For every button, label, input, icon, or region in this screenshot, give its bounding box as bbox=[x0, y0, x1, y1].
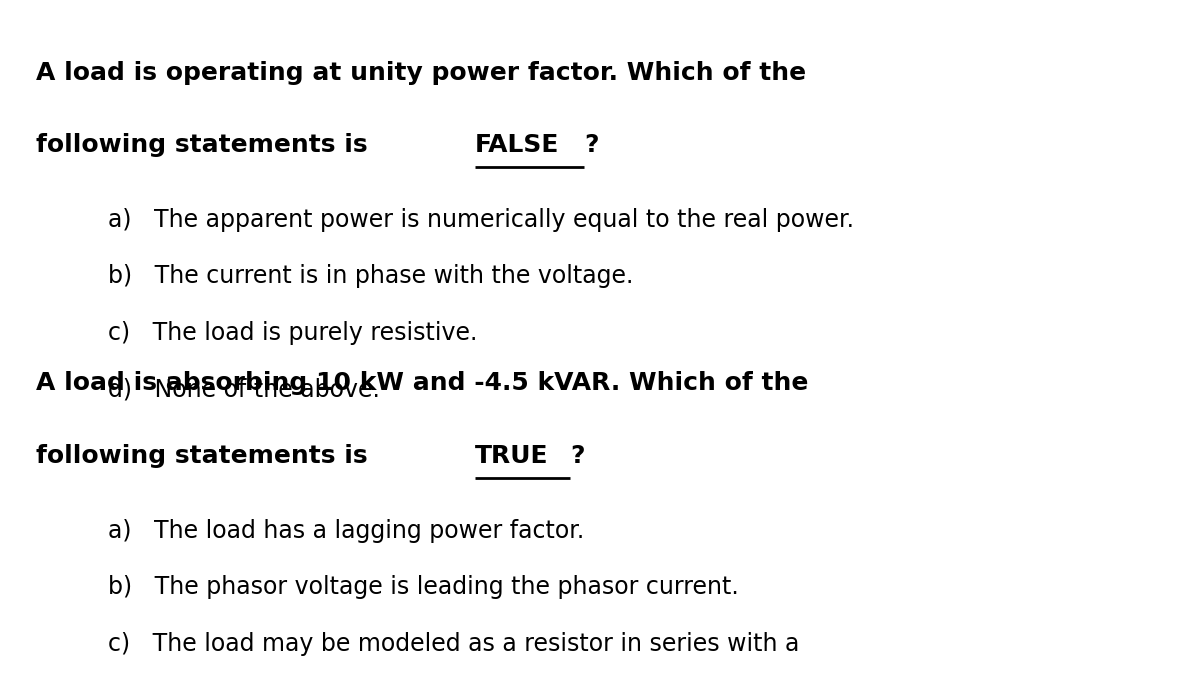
Text: b)   The current is in phase with the voltage.: b) The current is in phase with the volt… bbox=[108, 264, 634, 288]
Text: following statements is: following statements is bbox=[36, 133, 377, 157]
Text: TRUE: TRUE bbox=[475, 444, 548, 468]
Text: A load is operating at unity power factor. Which of the: A load is operating at unity power facto… bbox=[36, 61, 806, 85]
Text: b)   The phasor voltage is leading the phasor current.: b) The phasor voltage is leading the pha… bbox=[108, 575, 739, 599]
Text: a)   The apparent power is numerically equal to the real power.: a) The apparent power is numerically equ… bbox=[108, 208, 854, 232]
Text: d)   None of the above.: d) None of the above. bbox=[108, 377, 380, 401]
Text: c)   The load may be modeled as a resistor in series with a: c) The load may be modeled as a resistor… bbox=[108, 632, 799, 656]
Text: FALSE: FALSE bbox=[475, 133, 559, 157]
Text: following statements is: following statements is bbox=[36, 444, 377, 468]
Text: ?: ? bbox=[570, 444, 584, 468]
Text: ?: ? bbox=[584, 133, 599, 157]
Text: a)   The load has a lagging power factor.: a) The load has a lagging power factor. bbox=[108, 519, 584, 543]
Text: A load is absorbing 10 kW and -4.5 kVAR. Which of the: A load is absorbing 10 kW and -4.5 kVAR.… bbox=[36, 371, 809, 395]
Text: c)   The load is purely resistive.: c) The load is purely resistive. bbox=[108, 321, 478, 345]
